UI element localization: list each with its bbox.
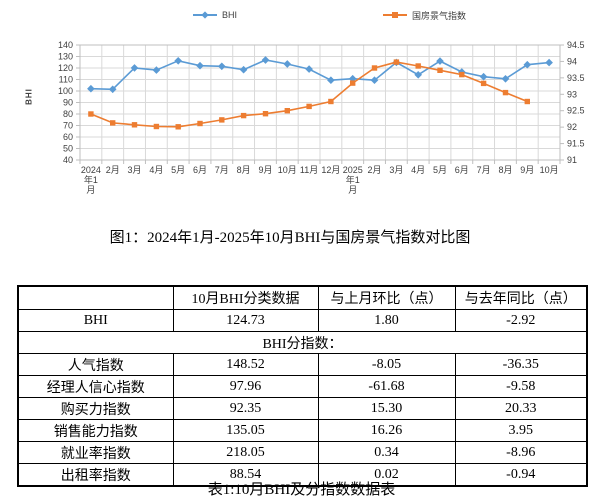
- svg-text:4月: 4月: [411, 165, 425, 175]
- svg-text:93.5: 93.5: [567, 73, 585, 83]
- svg-text:11月: 11月: [300, 165, 318, 175]
- cell-value: 218.05: [172, 441, 319, 464]
- cell-value: 97.96: [172, 375, 319, 398]
- table-row: BHI分指数：: [17, 331, 588, 354]
- row-label: 出租率指数: [17, 463, 174, 487]
- cell-value: 0.34: [317, 441, 456, 464]
- svg-text:3月: 3月: [389, 165, 403, 175]
- svg-text:10月: 10月: [540, 165, 559, 175]
- figure-caption: 图1：2024年1月-2025年10月BHI与国房景气指数对比图: [109, 230, 471, 246]
- svg-text:2月: 2月: [106, 165, 120, 175]
- svg-text:2024年1月: 2024 年1 月: [81, 165, 101, 195]
- table-row: BHI 124.73 1.80 -2.92: [17, 309, 588, 332]
- svg-text:94: 94: [567, 56, 577, 66]
- cell-value: 124.73: [172, 309, 319, 332]
- cell-value: 0.02: [317, 463, 456, 487]
- table-row: 出租率指数 88.54 0.02 -0.94: [17, 463, 588, 487]
- cell-value: -36.35: [454, 353, 588, 376]
- svg-text:94.5: 94.5: [567, 40, 585, 50]
- svg-text:100: 100: [58, 86, 73, 96]
- legend-label-climate-index: 国房景气指数: [412, 10, 467, 21]
- bhi-comparison-chart: 40 50 60 70 80 90 100 110 120 130 140 91 91.5 92 92.5 9…: [0, 0, 602, 210]
- row-label: 销售能力指数: [17, 419, 174, 442]
- table-row: 购买力指数 92.35 15.30 20.33: [17, 397, 588, 420]
- bhi-data-table: 10月BHI分类数据 与上月环比（点） 与去年同比（点） BHI 124.73 1.80…: [17, 285, 588, 487]
- column-header: 10月BHI分类数据: [172, 285, 319, 310]
- svg-text:50: 50: [63, 144, 73, 154]
- svg-text:80: 80: [63, 109, 73, 119]
- column-header: 与上月环比（点）: [317, 285, 456, 310]
- svg-text:9月: 9月: [520, 165, 534, 175]
- svg-text:6月: 6月: [455, 165, 469, 175]
- svg-text:91: 91: [567, 155, 577, 165]
- svg-text:140: 140: [58, 40, 73, 50]
- cell-value: 148.52: [172, 353, 319, 376]
- y-axis-title: BHI: [24, 88, 34, 105]
- svg-text:130: 130: [58, 52, 73, 62]
- cell-value: -61.68: [317, 375, 456, 398]
- cell-value: 16.26: [317, 419, 456, 442]
- svg-text:8月: 8月: [237, 165, 251, 175]
- svg-text:4月: 4月: [149, 165, 163, 175]
- svg-text:12月: 12月: [321, 165, 340, 175]
- section-label: BHI分指数：: [17, 331, 588, 354]
- table-row: 销售能力指数 135.05 16.26 3.95: [17, 419, 588, 442]
- table-row: 就业率指数 218.05 0.34 -8.96: [17, 441, 588, 464]
- svg-text:6月: 6月: [193, 165, 207, 175]
- cell-value: -9.58: [454, 375, 588, 398]
- cell-value: -8.05: [317, 353, 456, 376]
- table-caption: 表1:10月BHI及分指数数据表: [207, 482, 396, 498]
- svg-text:92: 92: [567, 122, 577, 132]
- table-header-row: 10月BHI分类数据 与上月环比（点） 与去年同比（点）: [17, 285, 588, 310]
- column-header: 与去年同比（点）: [454, 285, 588, 310]
- svg-text:91.5: 91.5: [567, 139, 585, 149]
- legend-label-bhi: BHI: [222, 10, 238, 20]
- cell-value: 135.05: [172, 419, 319, 442]
- row-label: 经理人信心指数: [17, 375, 174, 398]
- cell-value: -0.94: [454, 463, 588, 487]
- column-header: [17, 285, 174, 310]
- row-label: BHI: [17, 309, 174, 332]
- cell-value: 1.80: [317, 309, 456, 332]
- svg-text:70: 70: [63, 121, 73, 131]
- climate-series-marker-icon: [383, 10, 407, 20]
- svg-text:8月: 8月: [498, 165, 512, 175]
- svg-text:7月: 7月: [215, 165, 229, 175]
- row-label: 购买力指数: [17, 397, 174, 420]
- row-label: 人气指数: [17, 353, 174, 376]
- cell-value: -8.96: [454, 441, 588, 464]
- svg-text:120: 120: [58, 63, 73, 73]
- cell-value: 3.95: [454, 419, 588, 442]
- svg-text:3月: 3月: [128, 165, 142, 175]
- svg-text:2月: 2月: [368, 165, 382, 175]
- svg-text:5月: 5月: [171, 165, 185, 175]
- bhi-series-marker-icon: [193, 10, 217, 20]
- cell-value: 20.33: [454, 397, 588, 420]
- svg-text:40: 40: [63, 155, 73, 165]
- svg-text:110: 110: [59, 75, 73, 85]
- svg-text:90: 90: [63, 98, 73, 108]
- legend-item-climate-index: 国房景气指数: [383, 9, 466, 21]
- table-row: 经理人信心指数 97.96 -61.68 -9.58: [17, 375, 588, 398]
- legend-item-bhi: BHI: [193, 9, 237, 21]
- svg-text:10月: 10月: [278, 165, 297, 175]
- svg-text:60: 60: [63, 132, 73, 142]
- svg-text:5月: 5月: [433, 165, 447, 175]
- cell-value: 92.35: [172, 397, 319, 420]
- cell-value: -2.92: [454, 309, 588, 332]
- cell-value: 15.30: [317, 397, 456, 420]
- cell-value: 88.54: [172, 463, 319, 487]
- row-label: 就业率指数: [17, 441, 174, 464]
- svg-text:7月: 7月: [477, 165, 491, 175]
- svg-text:9月: 9月: [258, 165, 272, 175]
- table-row: 人气指数 148.52 -8.05 -36.35: [17, 353, 588, 376]
- svg-text:92.5: 92.5: [567, 106, 585, 116]
- svg-text:93: 93: [567, 89, 577, 99]
